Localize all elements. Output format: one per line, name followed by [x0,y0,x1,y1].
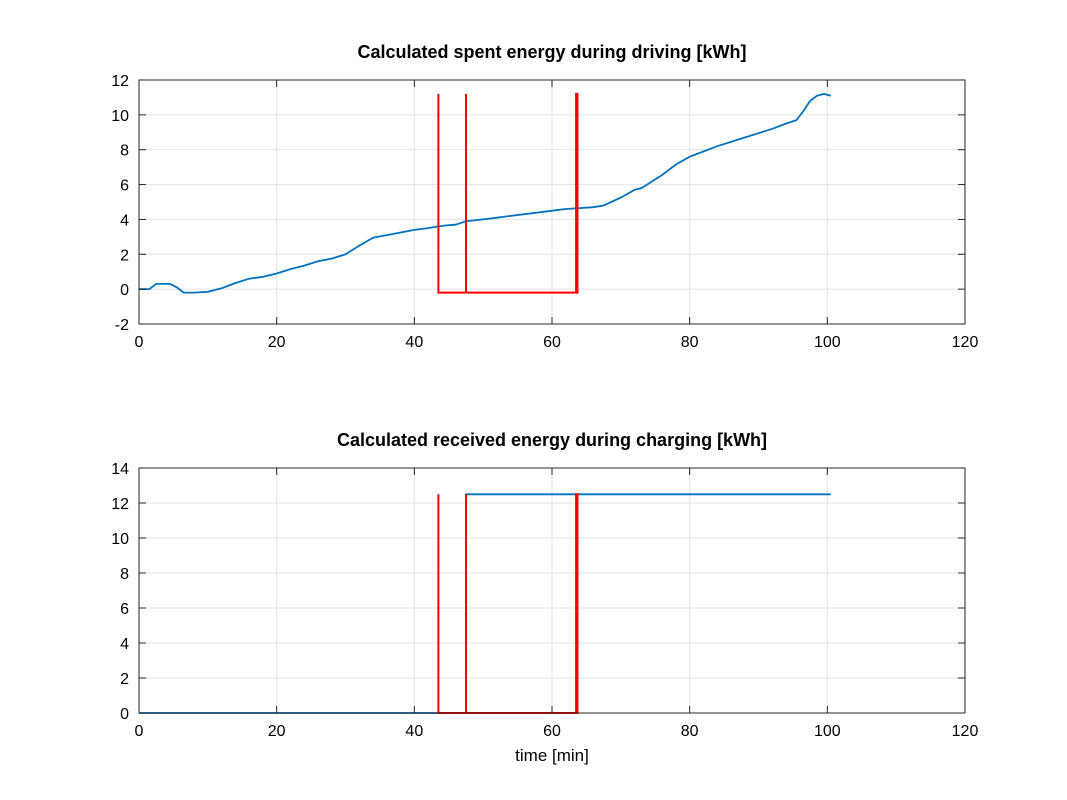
y-tick-label: 6 [120,178,129,195]
y-tick-label: 10 [111,108,129,125]
y-tick-label: 12 [111,73,129,90]
y-tick-label: 2 [120,247,129,264]
x-tick-label: 80 [681,334,699,351]
charging-marker-line [437,92,579,294]
y-tick-label: 10 [111,531,129,548]
x-tick-label: 40 [405,723,423,740]
chart-2: 0 20 40 60 80 100 120 0 2 4 6 8 10 12 14 Calculated rec… [111,430,978,765]
x-tick-label: 120 [952,334,979,351]
x-tick-label: 100 [814,334,841,351]
x-tick-label: 60 [543,723,561,740]
y-tick-label: 4 [120,636,129,653]
chart-title: Calculated received energy during chargi… [337,430,767,450]
x-tick-label: 100 [814,723,841,740]
x-tick-label: 20 [268,723,286,740]
y-tick-label: 2 [120,671,129,688]
energy-series-line [139,92,832,294]
chart-title: Calculated spent energy during driving [… [357,42,746,62]
chart-1: 0 20 40 60 80 100 120 -2 0 2 4 6 8 10 12 Calculated spe… [111,42,978,351]
y-tick-label: 8 [120,566,129,583]
x-tick-label: 40 [405,334,423,351]
y-tick-label: 0 [120,706,129,723]
x-tick-label: 60 [543,334,561,351]
y-tick-label: 4 [120,212,129,229]
y-tick-label: 6 [120,601,129,618]
x-tick-label: 0 [135,334,144,351]
x-tick-label: 0 [135,723,144,740]
y-tick-label: 14 [111,461,129,478]
y-tick-label: 12 [111,496,129,513]
x-tick-label: 120 [952,723,979,740]
y-tick-label: 8 [120,143,129,160]
x-tick-label: 20 [268,334,286,351]
y-tick-label: 0 [120,282,129,299]
x-axis-label: time [min] [515,746,589,765]
y-tick-label: -2 [115,317,129,334]
x-tick-label: 80 [681,723,699,740]
